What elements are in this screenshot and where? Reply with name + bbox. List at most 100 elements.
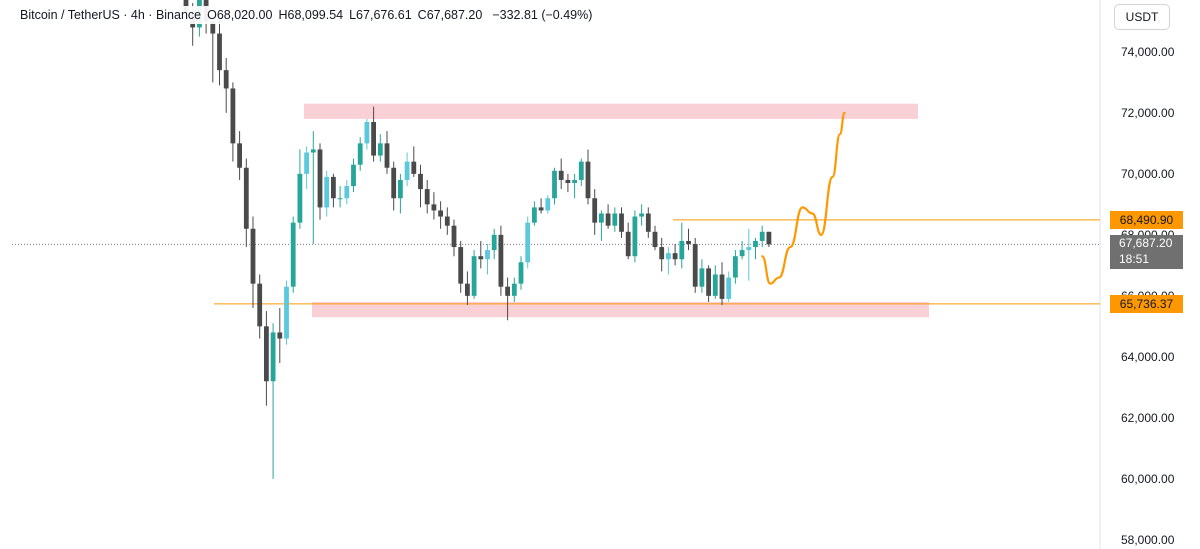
candle-body bbox=[572, 179, 577, 183]
candle bbox=[666, 247, 671, 275]
candle-body bbox=[344, 186, 350, 199]
candle-body bbox=[552, 170, 557, 199]
candle-body bbox=[692, 244, 698, 287]
candle-body bbox=[505, 286, 510, 296]
candle-body bbox=[391, 167, 397, 199]
projected-path-line[interactable] bbox=[761, 111, 846, 285]
candle bbox=[344, 179, 350, 205]
ohlc-low: L67,676.61 bbox=[349, 8, 412, 22]
candle bbox=[739, 240, 745, 260]
ohlc-high: H68,099.54 bbox=[278, 8, 344, 22]
price-zones[interactable] bbox=[304, 103, 929, 318]
candle bbox=[210, 15, 216, 83]
support-zone[interactable] bbox=[312, 301, 929, 318]
candle-body bbox=[599, 213, 604, 223]
candle-body bbox=[639, 213, 644, 217]
candle bbox=[243, 158, 249, 248]
candle bbox=[377, 134, 383, 162]
candlestick-series bbox=[183, 0, 772, 479]
candle bbox=[250, 216, 256, 309]
candle bbox=[585, 149, 591, 205]
candle-body bbox=[398, 179, 403, 199]
candle bbox=[719, 262, 725, 305]
candle bbox=[364, 118, 370, 150]
candle bbox=[578, 158, 584, 187]
candle-body bbox=[619, 213, 624, 232]
candle-body bbox=[438, 210, 443, 217]
candle bbox=[753, 237, 758, 260]
candle bbox=[324, 170, 330, 217]
projection-drawing[interactable] bbox=[761, 111, 846, 285]
candle-body bbox=[451, 225, 457, 248]
candle bbox=[357, 137, 363, 171]
symbol-title[interactable]: Bitcoin / TetherUS · 4h · Binance bbox=[20, 8, 202, 22]
candle bbox=[404, 152, 410, 187]
candle-body bbox=[538, 207, 544, 211]
symbol-legend: Bitcoin / TetherUS · 4h · Binance O68,02… bbox=[0, 6, 599, 24]
candle-body bbox=[290, 222, 296, 287]
candle bbox=[532, 201, 537, 226]
candle bbox=[619, 207, 624, 238]
candle bbox=[552, 167, 557, 205]
candle bbox=[431, 192, 437, 220]
candle-body bbox=[418, 173, 423, 190]
candle bbox=[538, 198, 544, 214]
candle-body bbox=[518, 262, 524, 284]
candle-body bbox=[337, 198, 343, 200]
candle bbox=[317, 143, 323, 220]
candle bbox=[652, 225, 658, 251]
candle bbox=[525, 216, 531, 269]
candle-body bbox=[491, 234, 497, 251]
candle bbox=[471, 250, 477, 299]
price-tick-label: 70,000.00 bbox=[1121, 167, 1175, 181]
candle-body bbox=[310, 149, 316, 153]
candle bbox=[639, 204, 644, 226]
candle-body bbox=[364, 122, 370, 144]
resistance-zone[interactable] bbox=[304, 103, 918, 119]
candle bbox=[237, 131, 242, 180]
candle bbox=[465, 271, 470, 305]
candle bbox=[223, 57, 229, 113]
candle-body bbox=[210, 21, 216, 34]
candle bbox=[672, 244, 678, 266]
candle-body bbox=[465, 283, 470, 296]
candle bbox=[659, 237, 665, 272]
candle bbox=[733, 250, 738, 284]
candle-body bbox=[257, 283, 263, 327]
candle-body bbox=[733, 256, 738, 278]
candle-body bbox=[411, 161, 417, 174]
candle bbox=[351, 158, 356, 193]
candle bbox=[632, 210, 638, 263]
candle bbox=[478, 240, 484, 269]
candle-body bbox=[558, 170, 564, 180]
candle bbox=[712, 265, 718, 299]
candle bbox=[746, 228, 752, 281]
candle bbox=[565, 173, 571, 193]
candle bbox=[290, 216, 296, 293]
candle bbox=[438, 201, 443, 229]
horizontal-levels[interactable] bbox=[214, 219, 1100, 305]
candle bbox=[766, 231, 772, 248]
candle bbox=[337, 186, 343, 208]
candle-body bbox=[250, 228, 256, 284]
candle bbox=[645, 207, 651, 238]
resistance-price-badge[interactable]: 68,490.90 bbox=[1110, 210, 1183, 229]
candle-body bbox=[666, 253, 671, 260]
support-price-badge[interactable]: 65,736.37 bbox=[1110, 294, 1183, 313]
candle bbox=[558, 158, 564, 190]
candle bbox=[270, 323, 276, 479]
candle-body bbox=[625, 231, 631, 257]
currency-button[interactable]: USDT bbox=[1114, 4, 1170, 30]
candle-body bbox=[371, 122, 376, 156]
candle-body bbox=[284, 286, 289, 339]
candle bbox=[706, 265, 711, 302]
candle bbox=[686, 228, 691, 251]
candle bbox=[257, 274, 263, 339]
candle-body bbox=[565, 179, 571, 183]
candle-body bbox=[277, 332, 283, 339]
candle-body bbox=[532, 207, 537, 223]
last-price-value: 67,687.20 bbox=[1119, 236, 1173, 251]
ohlc-change: −332.81 (−0.49%) bbox=[492, 8, 593, 22]
candle bbox=[230, 82, 236, 162]
